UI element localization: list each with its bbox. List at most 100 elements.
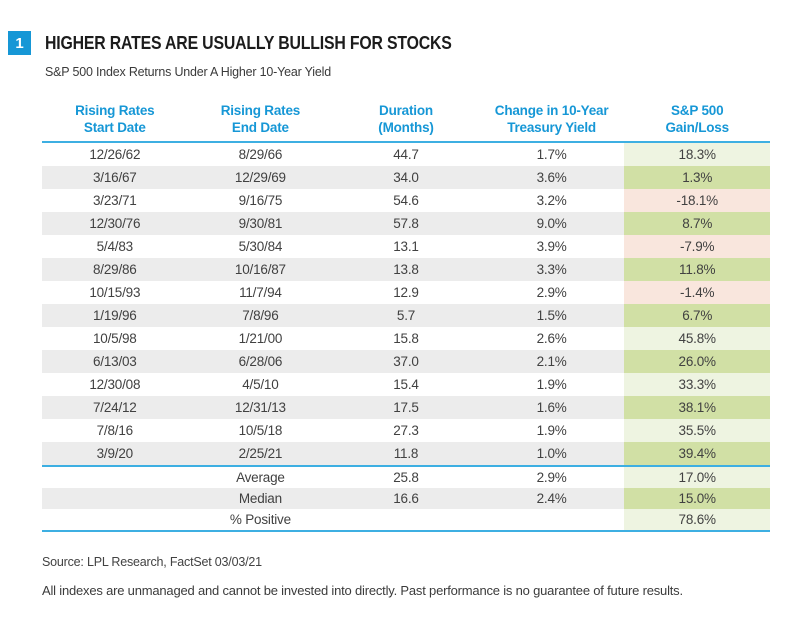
table-row: 7/8/16 10/5/18 27.3 1.9% 35.5% <box>42 419 770 442</box>
cell-gain-loss: 18.3% <box>624 143 770 166</box>
column-header-start-date: Rising Rates Start Date <box>42 102 188 136</box>
cell-duration: 13.1 <box>393 239 419 254</box>
cell-duration: 13.8 <box>393 262 419 277</box>
cell-duration: 15.4 <box>393 377 419 392</box>
summary-label: % Positive <box>229 512 291 527</box>
cell-yield-change: 2.9% <box>536 470 567 485</box>
summary-label: Median <box>238 491 282 506</box>
cell-start-date: 5/4/83 <box>96 239 134 254</box>
cell-duration: 37.0 <box>393 354 419 369</box>
cell-start-date: 12/30/08 <box>89 377 141 392</box>
figure-number-badge: 1 <box>8 31 31 55</box>
cell-duration: 17.5 <box>393 400 419 415</box>
column-header-line: Change in 10-Year <box>494 103 609 118</box>
table-row: Average 25.8 2.9% 17.0% <box>42 467 770 488</box>
table-row: 6/13/03 6/28/06 37.0 2.1% 26.0% <box>42 350 770 373</box>
table-summary: Average 25.8 2.9% 17.0% Median 16.6 2.4% 15.0%%… <box>42 465 770 532</box>
cell-duration: 11.8 <box>393 446 419 461</box>
table-row: 3/16/67 12/29/69 34.0 3.6% 1.3% <box>42 166 770 189</box>
source-note: Source: LPL Research, FactSet 03/03/21 <box>42 555 262 569</box>
column-header-line: (Months) <box>378 120 434 135</box>
column-header-line: Start Date <box>83 120 146 135</box>
cell-end-date: 9/30/81 <box>238 216 283 231</box>
cell-empty <box>42 467 188 488</box>
cell-end-date: 11/7/94 <box>239 285 282 300</box>
cell-yield-change: 9.0% <box>536 216 567 231</box>
cell-start-date: 10/5/98 <box>92 331 137 346</box>
cell-end-date: 10/5/18 <box>238 423 283 438</box>
cell-end-date: 7/8/96 <box>242 308 279 323</box>
summary-label: Average <box>236 470 285 485</box>
cell-gain-loss: 78.6% <box>624 509 770 530</box>
cell-end-date: 9/16/75 <box>238 193 283 208</box>
figure-number: 1 <box>15 34 24 52</box>
cell-gain-loss: 11.8% <box>624 258 770 281</box>
cell-gain-loss: 35.5% <box>624 419 770 442</box>
cell-gain-loss: 39.4% <box>624 442 770 465</box>
cell-yield-change: 2.4% <box>536 491 567 506</box>
column-header-duration: Duration (Months) <box>333 102 479 136</box>
column-header-end-date: Rising Rates End Date <box>188 102 334 136</box>
cell-gain-loss: 33.3% <box>624 373 770 396</box>
cell-end-date: 2/25/21 <box>238 446 283 461</box>
cell-gain-loss: -7.9% <box>624 235 770 258</box>
cell-yield-change: 3.9% <box>536 239 567 254</box>
column-header-line: End Date <box>231 120 289 135</box>
table-row: 12/26/62 8/29/66 44.7 1.7% 18.3% <box>42 143 770 166</box>
cell-empty <box>42 488 188 509</box>
cell-gain-loss: 45.8% <box>624 327 770 350</box>
cell-duration: 27.3 <box>393 423 419 438</box>
cell-end-date: 6/28/06 <box>238 354 283 369</box>
cell-end-date: 12/31/13 <box>234 400 286 415</box>
table-row: Median 16.6 2.4% 15.0% <box>42 488 770 509</box>
cell-start-date: 12/26/62 <box>89 147 141 162</box>
cell-start-date: 7/8/16 <box>96 423 134 438</box>
column-header-line: Treasury Yield <box>507 120 596 135</box>
cell-end-date: 10/16/87 <box>234 262 286 277</box>
cell-duration: 57.8 <box>393 216 419 231</box>
column-header-line: Gain/Loss <box>665 120 729 135</box>
table-row: 12/30/08 4/5/10 15.4 1.9% 33.3% <box>42 373 770 396</box>
column-header-line: Duration <box>379 103 433 118</box>
cell-gain-loss: 38.1% <box>624 396 770 419</box>
table-row: 5/4/83 5/30/84 13.1 3.9% -7.9% <box>42 235 770 258</box>
cell-duration: 16.6 <box>393 491 419 506</box>
table-header-row: Rising Rates Start Date Rising Rates End… <box>42 96 770 143</box>
cell-start-date: 7/24/12 <box>92 400 137 415</box>
cell-duration: 44.7 <box>393 147 419 162</box>
cell-gain-loss: -18.1% <box>624 189 770 212</box>
cell-duration: 25.8 <box>393 470 419 485</box>
table-row: 1/19/96 7/8/96 5.7 1.5% 6.7% <box>42 304 770 327</box>
cell-yield-change: 3.3% <box>536 262 567 277</box>
cell-yield-change: 1.6% <box>536 400 567 415</box>
cell-yield-change: 1.5% <box>536 308 567 323</box>
cell-gain-loss: 1.3% <box>624 166 770 189</box>
cell-yield-change: 3.2% <box>536 193 567 208</box>
cell-gain-loss: 8.7% <box>624 212 770 235</box>
cell-gain-loss: 6.7% <box>624 304 770 327</box>
figure-title: HIGHER RATES ARE USUALLY BULLISH FOR STO… <box>45 33 452 53</box>
cell-start-date: 12/30/76 <box>89 216 141 231</box>
table-row: 10/5/98 1/21/00 15.8 2.6% 45.8% <box>42 327 770 350</box>
cell-duration: 5.7 <box>396 308 416 323</box>
column-header-yield-change: Change in 10-Year Treasury Yield <box>479 102 625 136</box>
cell-end-date: 12/29/69 <box>234 170 286 185</box>
cell-end-date: 4/5/10 <box>242 377 279 392</box>
cell-start-date: 3/23/71 <box>92 193 137 208</box>
cell-duration: 34.0 <box>393 170 419 185</box>
cell-gain-loss: 26.0% <box>624 350 770 373</box>
column-header-gain-loss: S&P 500 Gain/Loss <box>624 102 770 136</box>
cell-duration: 54.6 <box>393 193 419 208</box>
cell-start-date: 8/29/86 <box>92 262 137 277</box>
cell-yield-change: 1.7% <box>536 147 567 162</box>
cell-yield-change: 3.6% <box>536 170 567 185</box>
cell-yield-change: 1.9% <box>536 377 567 392</box>
cell-duration: 12.9 <box>393 285 419 300</box>
column-header-line: Rising Rates <box>220 103 301 118</box>
returns-table: Rising Rates Start Date Rising Rates End… <box>42 96 770 532</box>
table-row: 8/29/86 10/16/87 13.8 3.3% 11.8% <box>42 258 770 281</box>
cell-yield-change: 1.9% <box>536 423 567 438</box>
cell-end-date: 1/21/00 <box>238 331 283 346</box>
cell-start-date: 6/13/03 <box>92 354 137 369</box>
